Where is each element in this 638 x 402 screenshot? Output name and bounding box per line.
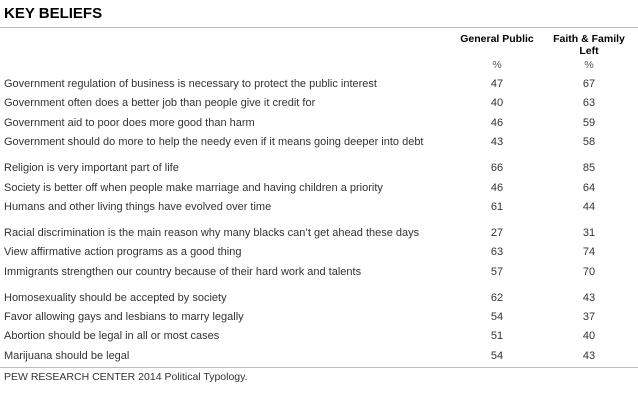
row-label: Abortion should be legal in all or most …: [4, 330, 220, 343]
row-label: Favor allowing gays and lesbians to marr…: [4, 310, 244, 323]
cell-value: 40: [582, 330, 596, 343]
row-label: View affirmative action programs as a go…: [4, 246, 242, 259]
column-header: Faith & Family Left: [553, 33, 625, 57]
row-label: Government aid to poor does more good th…: [4, 116, 255, 129]
cell-value: 47: [490, 78, 504, 90]
cell-value: 59: [582, 116, 596, 129]
cell-value: 37: [582, 310, 596, 323]
cell-value: 46: [490, 181, 504, 194]
cell-value: 54: [490, 349, 504, 362]
cell-value: 31: [582, 226, 596, 239]
row-label: Society is better off when people make m…: [4, 181, 383, 194]
cell-value: 46: [490, 116, 504, 129]
bottom-rule: [0, 367, 638, 368]
cell-value: 58: [582, 136, 596, 149]
cell-value: 70: [582, 265, 596, 278]
cell-value: 63: [490, 246, 504, 259]
cell-value: 43: [582, 291, 596, 304]
row-label: Immigrants strengthen our country becaus…: [4, 265, 362, 278]
source: PEW RESEARCH CENTER 2014 Political Typol…: [4, 371, 248, 383]
title: KEY BELIEFS: [4, 5, 103, 22]
cell-value: 64: [582, 181, 596, 194]
cell-value: 44: [582, 200, 596, 213]
cell-value: 57: [490, 265, 504, 278]
cell-value: 54: [490, 310, 504, 323]
cell-value: 40: [490, 97, 504, 110]
cell-value: 61: [490, 200, 504, 213]
row-label: Government should do more to help the ne…: [4, 136, 424, 149]
cell-value: 63: [582, 97, 596, 110]
cell-value: 62: [490, 291, 504, 304]
cell-value: 43: [490, 136, 504, 149]
row-label: Government regulation of business is nec…: [4, 78, 377, 90]
row-label: Humans and other living things have evol…: [4, 200, 272, 213]
cell-value: 66: [490, 162, 504, 175]
title-rule: [0, 27, 638, 28]
cell-value: 74: [582, 246, 596, 259]
cell-value: 85: [582, 162, 596, 175]
row-label: Government often does a better job than …: [4, 97, 316, 110]
row-label: Homosexuality should be accepted by soci…: [4, 291, 227, 304]
row-label: Religion is very important part of life: [4, 162, 179, 175]
row-label: Marijuana should be legal: [4, 349, 130, 362]
cell-value: 43: [582, 349, 596, 362]
cell-value: 67: [582, 78, 596, 90]
row-label: Racial discrimination is the main reason…: [4, 226, 420, 239]
column-header: General Public: [460, 33, 534, 45]
unit: %: [584, 59, 594, 71]
cell-value: 27: [490, 226, 504, 239]
cell-value: 51: [490, 330, 504, 343]
unit: %: [492, 59, 502, 71]
